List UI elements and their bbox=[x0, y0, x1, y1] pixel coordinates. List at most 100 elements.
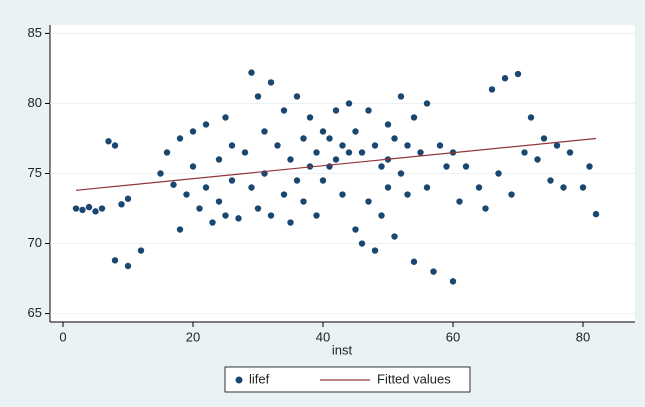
point bbox=[170, 181, 177, 188]
point bbox=[410, 258, 418, 265]
point bbox=[248, 184, 255, 191]
point bbox=[280, 191, 288, 198]
point bbox=[404, 191, 411, 198]
point bbox=[319, 177, 327, 184]
point bbox=[345, 100, 353, 107]
point bbox=[352, 128, 359, 135]
point bbox=[345, 149, 353, 156]
point bbox=[209, 219, 216, 226]
point bbox=[313, 149, 320, 156]
point bbox=[228, 177, 236, 184]
point bbox=[157, 170, 164, 177]
point bbox=[254, 205, 262, 212]
point bbox=[365, 107, 372, 114]
x-tick-label: 80 bbox=[576, 329, 590, 344]
y-tick-label: 80 bbox=[28, 95, 42, 110]
point bbox=[222, 212, 229, 219]
point bbox=[235, 215, 242, 222]
point bbox=[228, 142, 236, 149]
point bbox=[274, 142, 281, 149]
point bbox=[189, 163, 197, 170]
point bbox=[436, 142, 444, 149]
point bbox=[521, 149, 528, 156]
point bbox=[293, 93, 301, 100]
point bbox=[566, 149, 574, 156]
point bbox=[540, 135, 548, 142]
point bbox=[79, 206, 86, 214]
legend-label: lifef bbox=[249, 371, 270, 386]
point bbox=[222, 114, 229, 121]
point bbox=[98, 205, 106, 212]
point bbox=[215, 198, 223, 205]
point bbox=[196, 205, 203, 212]
point bbox=[261, 128, 268, 135]
point bbox=[118, 201, 125, 208]
point bbox=[358, 149, 366, 156]
point bbox=[241, 149, 249, 156]
point bbox=[482, 205, 489, 212]
point bbox=[449, 278, 457, 285]
point bbox=[111, 257, 119, 264]
point bbox=[501, 75, 509, 82]
point bbox=[339, 142, 346, 149]
point bbox=[456, 198, 463, 205]
point bbox=[404, 142, 411, 149]
point bbox=[560, 184, 567, 191]
point bbox=[254, 93, 262, 100]
point bbox=[384, 184, 392, 191]
point bbox=[378, 212, 385, 219]
point bbox=[332, 107, 340, 114]
point bbox=[85, 203, 93, 211]
x-tick-label: 40 bbox=[316, 329, 330, 344]
point bbox=[287, 156, 294, 163]
point bbox=[339, 191, 346, 198]
point bbox=[306, 114, 314, 121]
point bbox=[586, 163, 593, 170]
point bbox=[443, 163, 450, 170]
point bbox=[105, 138, 112, 145]
point bbox=[423, 100, 431, 107]
point bbox=[553, 142, 561, 149]
point bbox=[124, 195, 132, 202]
point bbox=[579, 184, 587, 191]
point bbox=[384, 121, 392, 128]
point bbox=[423, 184, 431, 191]
point bbox=[430, 268, 437, 275]
point bbox=[313, 212, 320, 219]
point bbox=[267, 212, 275, 219]
point bbox=[378, 163, 385, 170]
point bbox=[111, 142, 119, 149]
point bbox=[163, 149, 171, 156]
point bbox=[176, 135, 184, 142]
point bbox=[488, 86, 496, 93]
point bbox=[475, 184, 483, 191]
y-tick-label: 85 bbox=[28, 25, 42, 40]
point bbox=[397, 93, 405, 100]
point bbox=[293, 177, 301, 184]
point bbox=[352, 226, 359, 233]
point bbox=[417, 149, 424, 156]
point bbox=[183, 191, 190, 198]
x-tick-label: 60 bbox=[446, 329, 460, 344]
point bbox=[508, 191, 515, 198]
point bbox=[391, 135, 398, 142]
point bbox=[592, 210, 600, 218]
point bbox=[72, 205, 80, 212]
point bbox=[280, 107, 288, 114]
legend-symbol bbox=[235, 376, 243, 384]
point bbox=[534, 156, 541, 163]
point bbox=[287, 219, 294, 226]
x-tick-label: 20 bbox=[186, 329, 200, 344]
point bbox=[358, 240, 366, 247]
point bbox=[514, 70, 522, 78]
point bbox=[189, 128, 197, 135]
x-axis-label: inst bbox=[332, 342, 353, 357]
point bbox=[137, 247, 145, 254]
point bbox=[124, 262, 132, 270]
point bbox=[332, 156, 340, 163]
point bbox=[371, 247, 379, 254]
point bbox=[397, 170, 405, 177]
point bbox=[319, 128, 327, 135]
point bbox=[547, 177, 554, 184]
point bbox=[202, 121, 210, 128]
